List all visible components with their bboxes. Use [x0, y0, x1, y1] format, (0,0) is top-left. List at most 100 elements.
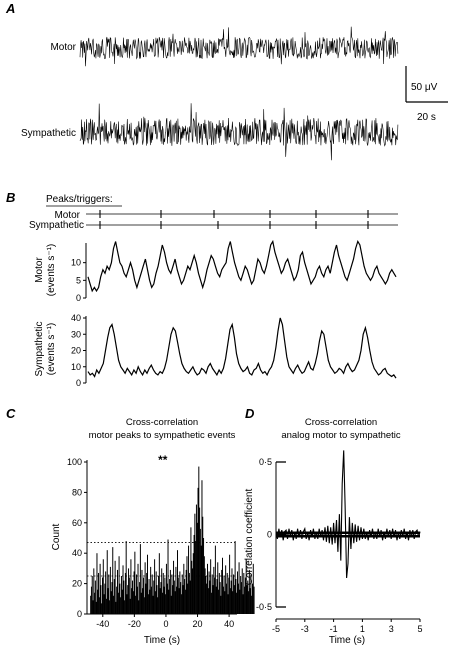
panel-c-ytick-label-4: 80 [72, 487, 82, 497]
panel-label-b: B [6, 190, 15, 205]
scale-voltage-label: 50 μV [411, 82, 438, 93]
sympathetic-rate-series-line [87, 317, 397, 379]
histogram-bar [145, 583, 147, 614]
histogram-bar [94, 580, 96, 614]
histogram-bar [143, 597, 145, 614]
histogram-bar [163, 586, 165, 614]
histogram-bar [212, 585, 214, 614]
panel-c-histogram: 0 20 40 60 80 100 -40 -20 0 20 40 ** [67, 453, 255, 629]
panel-d-xtick-label-1: -3 [301, 624, 309, 634]
panel-c-ytick-label-0: 0 [77, 609, 82, 619]
sympathetic-rate-ytick-label-4: 40 [71, 313, 81, 323]
histogram-bar [128, 577, 130, 614]
histogram-bar [185, 569, 187, 614]
histogram-bar [146, 572, 148, 614]
motor-rate-ytick-label-0: 0 [76, 293, 81, 303]
panel-d-xlabel: Time (s) [329, 635, 365, 645]
histogram-bar [237, 583, 239, 614]
histogram-bar [135, 595, 137, 614]
histogram-bar [253, 586, 255, 614]
histogram-bar [120, 576, 122, 614]
histogram-bar [105, 571, 107, 614]
histogram-bar [244, 577, 246, 614]
histogram-bar [193, 534, 195, 614]
sympathetic-rate-ytick-label-0: 0 [76, 378, 81, 388]
panel-c-title-2: motor peaks to sympathetic events [89, 430, 236, 441]
panel-c-xtick-label-1: -20 [128, 619, 141, 629]
histogram-bar [249, 588, 251, 614]
histogram-bar [251, 595, 253, 614]
panel-label-c: C [6, 406, 16, 421]
histogram-bar [182, 585, 184, 614]
histogram-bar [183, 563, 185, 614]
histogram-bar [107, 588, 109, 614]
histogram-bar [120, 597, 122, 614]
histogram-bar [137, 563, 139, 614]
histogram-bar [169, 569, 171, 614]
histogram-bar [176, 586, 178, 614]
histogram-bar [109, 600, 111, 614]
histogram-bar [121, 589, 123, 614]
histogram-bar [178, 588, 180, 614]
histogram-bar [197, 487, 199, 614]
panel-c-xtick-label-2: 0 [163, 619, 168, 629]
histogram-bar [132, 580, 133, 614]
histogram-bar [140, 592, 142, 614]
histogram-bar [218, 572, 220, 614]
histogram-bar [175, 566, 177, 614]
histogram-bar [95, 601, 97, 614]
histogram-bar [221, 569, 223, 614]
histogram-bar [173, 580, 175, 614]
peaks-motor-label: Motor [54, 210, 80, 221]
panel-c-ylabel: Count [51, 523, 62, 550]
panel-d-xtick-label-4: 3 [389, 624, 394, 634]
histogram-bar [134, 551, 136, 614]
histogram-bar [110, 591, 112, 614]
histogram-bar [240, 582, 242, 614]
histogram-bar [222, 557, 223, 614]
histogram-bar [148, 579, 150, 614]
histogram-bar [186, 556, 188, 614]
histogram-bar [218, 589, 220, 614]
histogram-bar [199, 528, 201, 614]
histogram-bar [98, 572, 100, 614]
panel-d-ytick-label-2: -0·5 [256, 602, 272, 612]
histogram-bar [234, 541, 236, 614]
histogram-bar [224, 591, 226, 614]
histogram-bar [220, 595, 222, 614]
peaks-triggers-header: Peaks/triggers: [46, 194, 113, 205]
histogram-bar [108, 574, 110, 614]
panel-label-a: A [5, 1, 15, 16]
histogram-bar [248, 591, 250, 614]
histogram-bar [131, 588, 133, 614]
histogram-bar [245, 559, 247, 614]
histogram-bar [162, 572, 164, 614]
histogram-bar [177, 577, 179, 614]
histogram-bar [160, 582, 162, 614]
histogram-bar [103, 594, 105, 614]
sympathetic-rate-plot: 0 10 20 30 40 [71, 313, 397, 388]
histogram-bar [228, 577, 230, 614]
histogram-bar [215, 586, 217, 614]
histogram-bar [155, 571, 157, 614]
histogram-bar [109, 566, 111, 614]
histogram-bar [229, 588, 231, 614]
histogram-bar [216, 579, 218, 614]
motor-rate-ylabel-2: (events s⁻¹) [46, 244, 57, 297]
significance-mark: ** [158, 453, 168, 467]
histogram-bar [180, 582, 182, 614]
motor-trace-label: Motor [50, 42, 76, 53]
histogram-bar [189, 580, 191, 614]
histogram-bar [157, 597, 159, 614]
histogram-bar [167, 539, 169, 614]
panel-c-ytick-label-1: 20 [72, 579, 82, 589]
histogram-bar [151, 574, 153, 614]
histogram-bar [171, 574, 173, 614]
histogram-bar [104, 583, 106, 614]
histogram-bar [144, 562, 146, 614]
sympathetic-raw-trace [79, 103, 399, 161]
histogram-bar [122, 565, 124, 614]
histogram-bar [126, 594, 128, 614]
panel-c-xtick-label-4: 40 [224, 619, 234, 629]
